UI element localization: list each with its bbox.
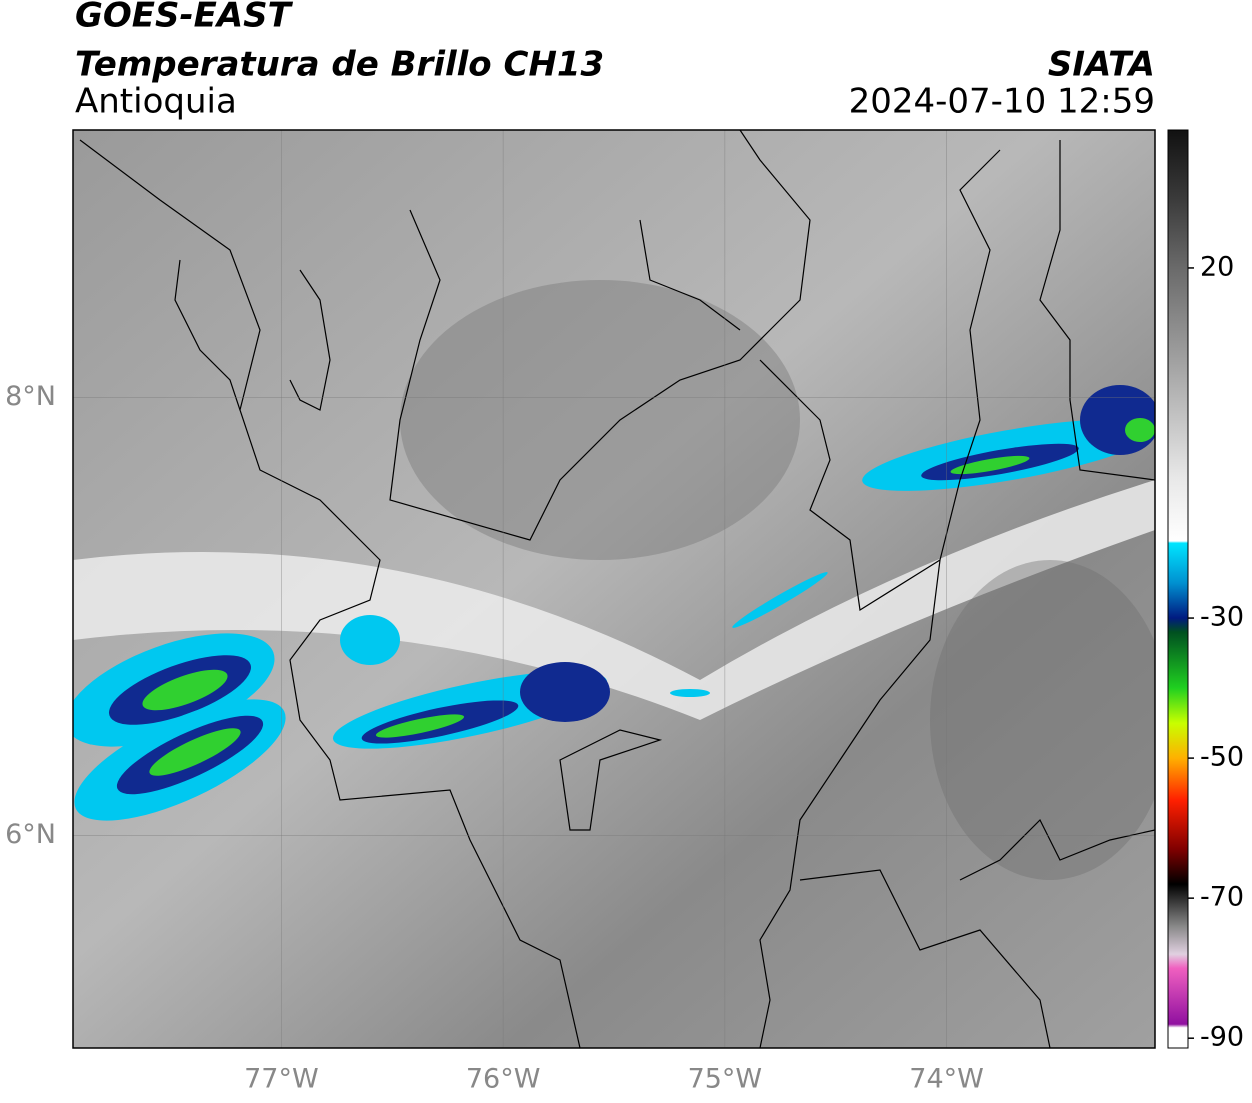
timestamp: 2024-07-10 12:59	[849, 82, 1155, 122]
graticule	[73, 130, 1155, 1048]
lat-tick-label: 8°N	[5, 381, 56, 412]
colorbar-tick-label: -70	[1200, 882, 1244, 913]
map-frame	[72, 129, 1156, 1049]
lon-tick-label: 74°W	[909, 1064, 984, 1095]
colorbar-tick-label: -50	[1200, 742, 1244, 773]
lon-tick-label: 75°W	[688, 1064, 763, 1095]
colorbar-tick-label: 20	[1200, 251, 1234, 282]
satellite-image	[73, 130, 1155, 1048]
title: GOES-EAST	[75, 0, 294, 36]
region: Antioquia	[75, 82, 237, 122]
lon-tick-label: 77°W	[244, 1064, 319, 1095]
lat-tick-label: 6°N	[5, 819, 56, 850]
colorbar	[1167, 129, 1189, 1049]
colorbar-tick-label: -30	[1200, 602, 1244, 633]
source: SIATA	[1048, 45, 1155, 85]
subtitle: Temperatura de Brillo CH13	[75, 45, 604, 85]
lon-tick-label: 76°W	[466, 1064, 541, 1095]
colorbar-tick-label: -90	[1200, 1022, 1244, 1053]
